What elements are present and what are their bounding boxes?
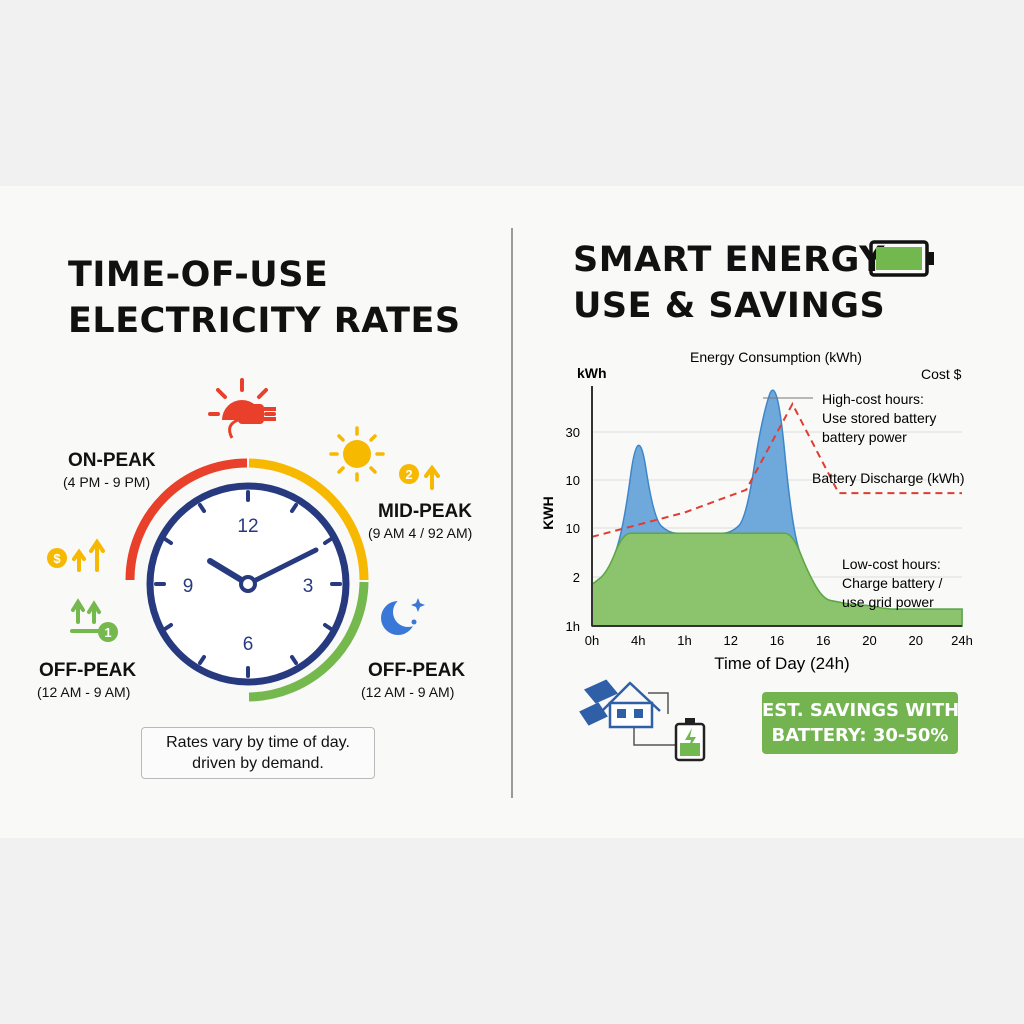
x-tick-label: 24h [951, 633, 973, 648]
rates-note-text: Rates vary by time of day. driven by dem… [166, 734, 350, 772]
off-peak-right-label: OFF-PEAK [368, 660, 466, 681]
sun-plug-icon [208, 378, 276, 439]
home-battery-icon [674, 718, 706, 762]
mid-rate-badge-icon: 2 [399, 464, 440, 490]
clock-minute-hand [245, 547, 319, 587]
x-tick-label: 20 [909, 633, 923, 648]
x-tick-label: 1h [677, 633, 691, 648]
battery-full-icon [869, 240, 934, 277]
off-peak-arrows-icon: 1 [70, 598, 118, 642]
x-tick-label: 12 [724, 633, 738, 648]
mid-peak-label: MID-PEAK [378, 501, 472, 522]
off-peak-right-time: (12 AM - 9 AM) [361, 684, 455, 700]
high-cost-annotation: High-cost hours: Use stored battery batter… [822, 391, 936, 445]
on-peak-label: ON-PEAK [68, 450, 156, 471]
y-axis-unit: kWh [577, 365, 607, 381]
cost-line [591, 401, 962, 538]
x-tick-label: 0h [585, 633, 599, 648]
left-title: TIME-OF-USE ELECTRICITY RATES [68, 255, 461, 341]
rates-note: Rates vary by time of day. driven by dem… [141, 727, 375, 779]
mid-peak-time: (9 AM 4 / 92 AM) [368, 525, 473, 541]
cost-axis-label: Cost $ [921, 366, 962, 382]
moon-icon [381, 597, 425, 635]
badge-two-text: 2 [405, 467, 412, 482]
low-cost-annotation: Low-cost hours: Charge battery / use grid … [842, 556, 942, 610]
y-tick-label: 30 [566, 425, 580, 440]
panel-divider [511, 228, 513, 798]
chart-title: Energy Consumption (kWh) [690, 349, 862, 365]
x-tick-label: 4h [631, 633, 645, 648]
y-tick-label: 10 [566, 473, 580, 488]
clock-number-9: 9 [183, 576, 194, 597]
clock-number-3: 3 [303, 576, 314, 597]
mid-peak-arc [248, 458, 369, 581]
dollar-up-icon: $ [47, 538, 105, 572]
savings-badge: EST. SAVINGS WITH BATTERY: 30-50% [762, 692, 960, 754]
badge-one-text: 1 [104, 625, 111, 640]
y-axis-label: KWH [540, 496, 556, 529]
off-peak-arc [248, 581, 369, 702]
y-tick-label: 2 [573, 570, 580, 585]
clock-ticks [154, 490, 342, 678]
solar-house-icon [579, 679, 676, 746]
sun-icon [329, 426, 385, 482]
battery-discharge-area [591, 532, 963, 627]
x-tick-label: 16 [816, 633, 830, 648]
clock-center [239, 575, 257, 593]
y-tick-label: 1h [566, 619, 580, 634]
on-peak-arc [125, 458, 248, 581]
x-tick-label: 16 [770, 633, 784, 648]
savings-text: EST. SAVINGS WITH BATTERY: 30-50% [762, 700, 960, 746]
badge-dollar-text: $ [53, 551, 61, 566]
right-title: SMART ENERGY USE & SAVINGS [573, 240, 886, 326]
clock-number-6: 6 [243, 634, 254, 655]
off-peak-left-label: OFF-PEAK [39, 660, 137, 681]
x-tick-label: 20 [862, 633, 876, 648]
x-axis-label: Time of Day (24h) [714, 654, 849, 673]
clock-number-12: 12 [237, 516, 258, 537]
y-tick-label: 10 [566, 521, 580, 536]
on-peak-time: (4 PM - 9 PM) [63, 474, 151, 490]
off-peak-left-time: (12 AM - 9 AM) [37, 684, 131, 700]
y-tick-labels: 1h 2 10 10 30 [566, 425, 580, 634]
x-tick-labels: 0h 4h 1h 12 16 16 20 20 24h [585, 633, 973, 648]
battery-discharge-annotation: Battery Discharge (kWh) [812, 470, 964, 486]
